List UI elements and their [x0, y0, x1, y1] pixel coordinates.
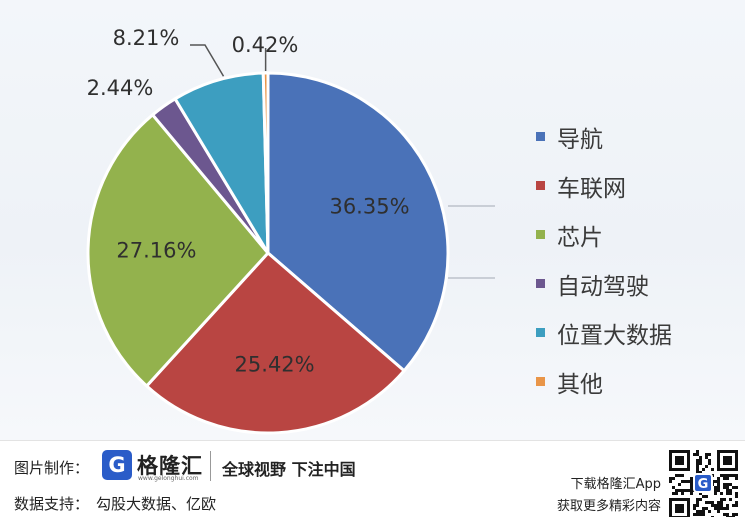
legend-label: 车联网 [557, 175, 626, 202]
data-label-1: 36.35% [329, 195, 409, 219]
qr-code-icon[interactable]: G [668, 449, 738, 517]
promo-line-2: 获取更多精彩内容 [556, 499, 661, 514]
pie-chart: 36.35% 25.42% 27.16% 2.44% 8.21% 0.42% [86, 26, 495, 435]
pie-slice-3 [86, 113, 270, 388]
legend-label: 其他 [557, 371, 603, 398]
legend-label: 芯片 [557, 224, 603, 251]
data-label-3: 27.16% [116, 239, 196, 263]
slogan: 全球视野 下注中国 [222, 460, 356, 479]
legend-swatch [536, 181, 545, 190]
pie-slice-1 [266, 71, 450, 373]
legend-item-5: 位置大数据 [536, 308, 696, 357]
pie-slice-5 [173, 71, 270, 255]
data-label-6: 0.42% [232, 33, 299, 57]
legend-item-1: 导航 [536, 112, 696, 161]
legend-item-6: 其他 [536, 357, 696, 406]
promo-line-1: 下载格隆汇App [570, 477, 661, 492]
legend-label: 位置大数据 [557, 322, 672, 349]
legend-item-3: 芯片 [536, 210, 696, 259]
legend-label: 自动驾驶 [557, 273, 649, 300]
logo-text: 格隆汇 [137, 454, 203, 478]
legend-item-2: 车联网 [536, 161, 696, 210]
logo-url: www.gelonghui.com [138, 475, 199, 482]
legend-swatch [536, 132, 545, 141]
legend-swatch [536, 279, 545, 288]
legend-swatch [536, 328, 545, 337]
pie-slice-6 [261, 71, 270, 255]
pie-slice-2 [145, 251, 406, 435]
data-label-4: 2.44% [87, 76, 154, 100]
credit-label: 图片制作： [14, 459, 90, 477]
legend-swatch [536, 377, 545, 386]
qr-badge-glyph: G [698, 477, 709, 492]
legend-label: 导航 [557, 126, 603, 153]
legend: 导航车联网芯片自动驾驶位置大数据其他 [536, 112, 696, 406]
footer-divider [210, 451, 211, 481]
gelonghui-logo-icon: G [102, 450, 132, 480]
leader-line-5 [190, 44, 225, 77]
legend-swatch [536, 230, 545, 239]
data-label-2: 25.42% [235, 352, 315, 376]
legend-item-4: 自动驾驶 [536, 259, 696, 308]
chart-area: 36.35% 25.42% 27.16% 2.44% 8.21% 0.42% 导航车联网芯… [0, 0, 745, 440]
data-source-label: 数据支持： [14, 495, 90, 513]
data-source-value: 勾股大数据、亿欧 [96, 495, 217, 513]
footer: 图片制作： G 格隆汇 www.gelonghui.com 全球视野 下注中国 … [0, 440, 745, 522]
data-label-5: 8.21% [113, 26, 180, 50]
